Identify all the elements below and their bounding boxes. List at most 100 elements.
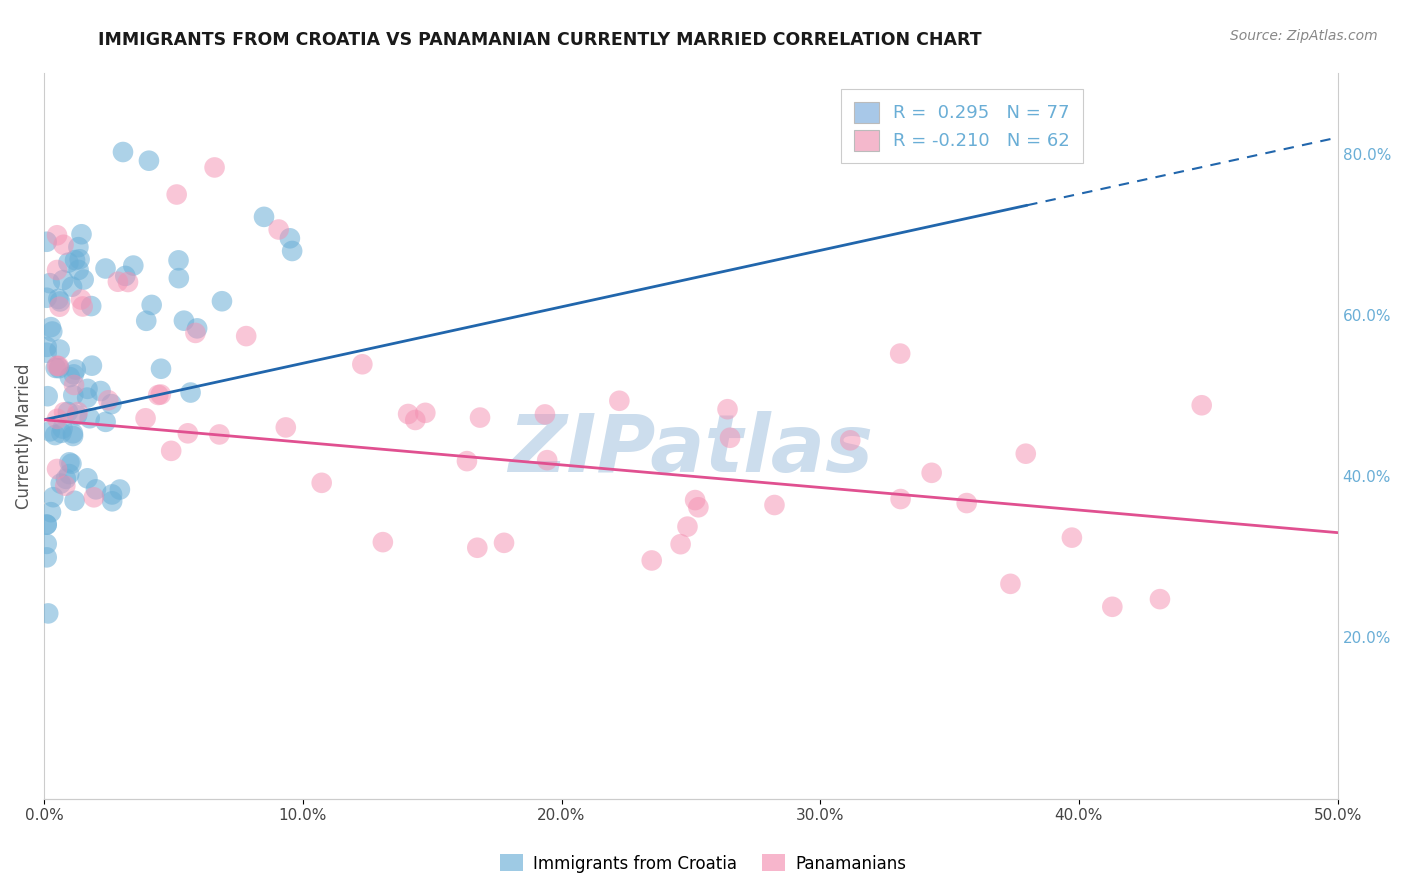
Point xyxy=(83,491,105,505)
Point xyxy=(46,292,69,306)
Text: IMMIGRANTS FROM CROATIA VS PANAMANIAN CURRENTLY MARRIED CORRELATION CHART: IMMIGRANTS FROM CROATIA VS PANAMANIAN CU… xyxy=(98,31,981,49)
Point xyxy=(62,426,84,441)
Point xyxy=(35,291,58,305)
Point xyxy=(186,321,208,335)
Point xyxy=(235,329,257,343)
Point xyxy=(716,402,738,417)
Point xyxy=(69,252,91,267)
Point xyxy=(101,487,124,501)
Point xyxy=(35,345,58,359)
Point xyxy=(76,382,98,396)
Point xyxy=(35,517,58,532)
Point xyxy=(688,500,710,515)
Point xyxy=(456,454,478,468)
Point xyxy=(45,361,67,376)
Point xyxy=(37,607,59,621)
Point xyxy=(683,493,706,508)
Point xyxy=(135,314,157,328)
Point xyxy=(72,300,94,314)
Point xyxy=(267,222,290,236)
Point xyxy=(67,240,90,254)
Point xyxy=(94,261,117,276)
Point xyxy=(404,413,426,427)
Point xyxy=(148,388,170,402)
Point xyxy=(84,483,107,497)
Point xyxy=(536,453,558,467)
Point xyxy=(53,405,76,419)
Point xyxy=(55,472,77,486)
Point xyxy=(63,493,86,508)
Point xyxy=(839,434,862,448)
Point xyxy=(676,519,699,533)
Point xyxy=(35,235,58,249)
Point xyxy=(763,498,786,512)
Point xyxy=(66,408,89,422)
Point xyxy=(70,227,93,242)
Point xyxy=(52,273,75,287)
Point xyxy=(180,385,202,400)
Point xyxy=(311,475,333,490)
Point xyxy=(65,362,87,376)
Point xyxy=(956,496,979,510)
Point xyxy=(173,314,195,328)
Text: Source: ZipAtlas.com: Source: ZipAtlas.com xyxy=(1230,29,1378,43)
Point xyxy=(79,411,101,425)
Point xyxy=(58,467,80,481)
Point xyxy=(100,397,122,411)
Point xyxy=(46,263,69,277)
Point xyxy=(90,384,112,398)
Point xyxy=(138,153,160,168)
Point xyxy=(149,387,172,401)
Point xyxy=(46,228,69,243)
Point xyxy=(1101,599,1123,614)
Point xyxy=(70,293,93,307)
Point xyxy=(921,466,943,480)
Point xyxy=(52,421,75,435)
Point xyxy=(122,259,145,273)
Point xyxy=(80,299,103,313)
Point xyxy=(281,244,304,258)
Point xyxy=(58,455,80,469)
Point xyxy=(117,275,139,289)
Point xyxy=(63,378,86,392)
Point xyxy=(609,393,631,408)
Point xyxy=(208,427,231,442)
Point xyxy=(114,268,136,283)
Point xyxy=(76,391,98,405)
Legend: R =  0.295   N = 77, R = -0.210   N = 62: R = 0.295 N = 77, R = -0.210 N = 62 xyxy=(841,89,1083,163)
Point xyxy=(669,537,692,551)
Point xyxy=(184,326,207,340)
Point xyxy=(46,359,69,373)
Point xyxy=(58,255,80,269)
Point xyxy=(135,411,157,425)
Point xyxy=(468,410,491,425)
Point xyxy=(62,368,84,382)
Point xyxy=(415,406,437,420)
Point xyxy=(718,431,741,445)
Point xyxy=(111,145,134,159)
Point xyxy=(150,361,173,376)
Point xyxy=(534,408,557,422)
Point xyxy=(73,272,96,286)
Point xyxy=(352,357,374,371)
Point xyxy=(492,536,515,550)
Legend: Immigrants from Croatia, Panamanians: Immigrants from Croatia, Panamanians xyxy=(494,847,912,880)
Point xyxy=(35,340,58,354)
Point xyxy=(44,428,66,442)
Point xyxy=(274,420,297,434)
Point xyxy=(63,253,86,268)
Point xyxy=(107,275,129,289)
Point xyxy=(48,343,70,357)
Point xyxy=(66,405,89,419)
Y-axis label: Currently Married: Currently Married xyxy=(15,363,32,508)
Point xyxy=(48,361,70,376)
Point xyxy=(94,415,117,429)
Point xyxy=(889,346,911,360)
Point xyxy=(60,279,83,293)
Point xyxy=(35,537,58,551)
Point xyxy=(371,535,394,549)
Point xyxy=(38,425,60,439)
Point xyxy=(1015,447,1038,461)
Point xyxy=(108,483,131,497)
Point xyxy=(1191,398,1213,412)
